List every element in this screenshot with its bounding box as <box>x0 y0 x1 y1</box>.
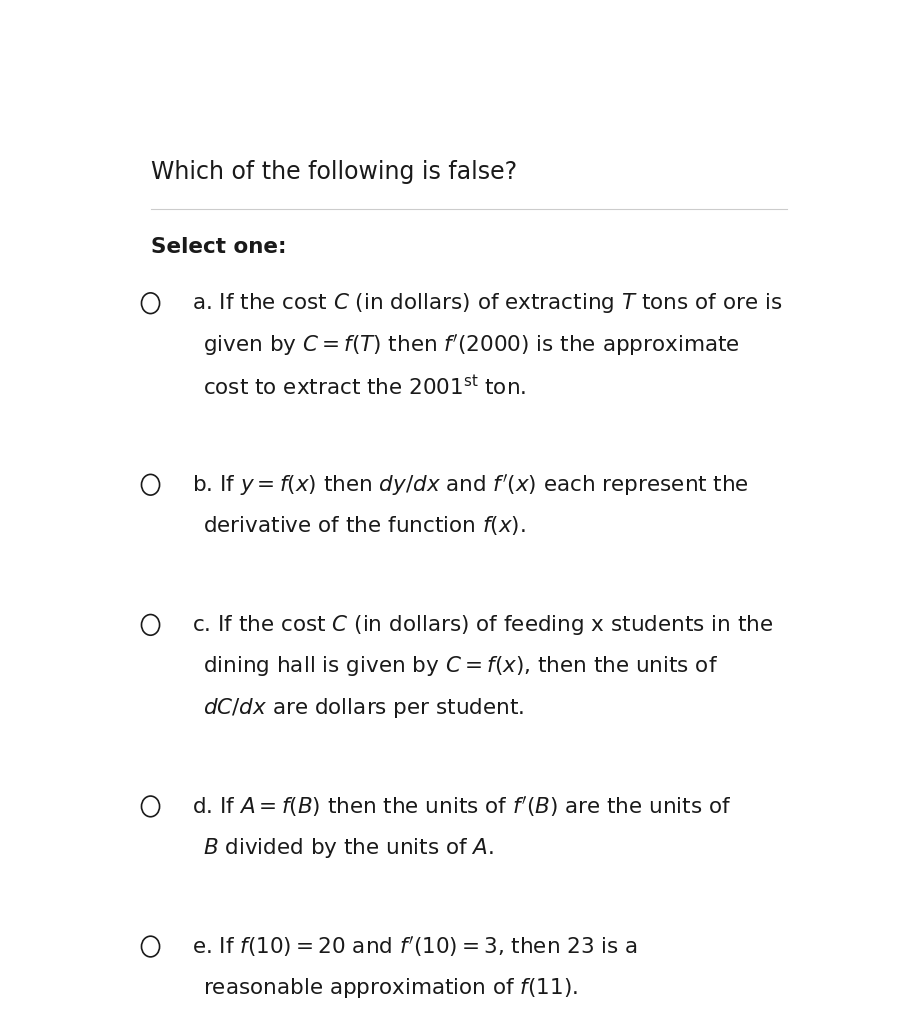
Text: Select one:: Select one: <box>151 237 286 257</box>
Text: given by $C = f(T)$ then $f'(2000)$ is the approximate: given by $C = f(T)$ then $f'(2000)$ is t… <box>203 333 739 358</box>
Text: reasonable approximation of $f(11)$.: reasonable approximation of $f(11)$. <box>203 976 577 1000</box>
Text: d. If $A = f(B)$ then the units of $f'(B)$ are the units of: d. If $A = f(B)$ then the units of $f'(B… <box>192 794 732 819</box>
Text: b. If $y = f(x)$ then $dy/dx$ and $f'(x)$ each represent the: b. If $y = f(x)$ then $dy/dx$ and $f'(x)… <box>192 473 749 498</box>
Text: dining hall is given by $C = f(x)$, then the units of: dining hall is given by $C = f(x)$, then… <box>203 655 718 678</box>
Text: a. If the cost $C$ (in dollars) of extracting $T$ tons of ore is: a. If the cost $C$ (in dollars) of extra… <box>192 292 782 315</box>
Text: cost to extract the 2001$^{\mathrm{st}}$ ton.: cost to extract the 2001$^{\mathrm{st}}$… <box>203 374 526 399</box>
Text: Which of the following is false?: Which of the following is false? <box>151 160 516 184</box>
Text: e. If $f(10) = 20$ and $f'(10) = 3$, then 23 is a: e. If $f(10) = 20$ and $f'(10) = 3$, the… <box>192 935 638 960</box>
Text: c. If the cost $C$ (in dollars) of feeding x students in the: c. If the cost $C$ (in dollars) of feedi… <box>192 613 773 637</box>
Text: derivative of the function $f(x)$.: derivative of the function $f(x)$. <box>203 514 525 538</box>
Text: $dC/dx$ are dollars per student.: $dC/dx$ are dollars per student. <box>203 696 524 720</box>
Text: $B$ divided by the units of $A$.: $B$ divided by the units of $A$. <box>203 835 494 860</box>
